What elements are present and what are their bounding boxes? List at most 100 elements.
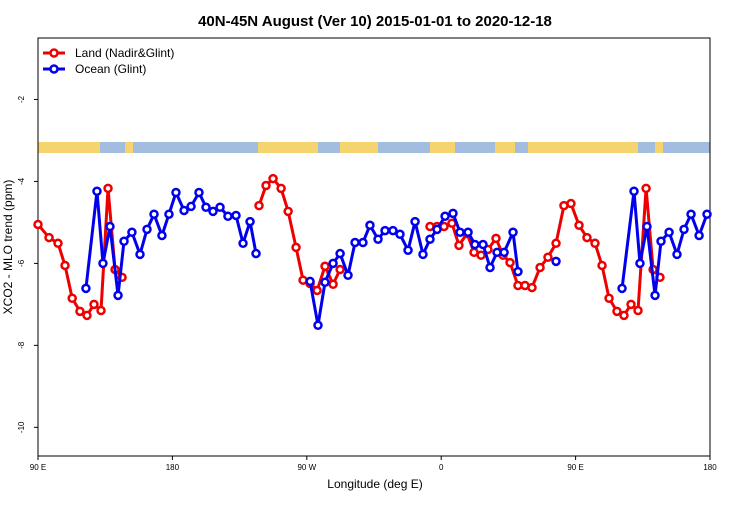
data-point — [82, 310, 92, 321]
data-point — [635, 258, 645, 269]
data-point — [283, 206, 293, 217]
x-tick-label: 90 E — [567, 463, 583, 472]
data-point — [604, 293, 614, 303]
data-point — [92, 186, 102, 197]
data-point — [127, 227, 137, 237]
series-line — [36, 177, 662, 317]
legend-label: Land (Nadir&Glint) — [75, 46, 174, 60]
x-axis-label: Longitude (deg E) — [327, 477, 422, 491]
data-point — [425, 234, 435, 244]
data-point — [629, 186, 639, 197]
x-tick-label: 0 — [439, 463, 444, 472]
data-point — [432, 224, 442, 235]
data-point — [186, 201, 196, 212]
legend-marker — [49, 48, 59, 58]
data-point — [626, 299, 636, 310]
data-point — [149, 209, 159, 219]
data-point — [157, 230, 167, 241]
data-point — [702, 209, 712, 219]
data-point — [365, 220, 375, 231]
data-point — [656, 236, 666, 247]
x-tick-label: 90 W — [297, 463, 316, 472]
legend-marker — [49, 64, 59, 74]
data-point — [619, 310, 629, 321]
data-point — [582, 232, 592, 243]
data-point — [527, 282, 537, 293]
data-point — [96, 305, 106, 316]
data-point — [53, 238, 63, 249]
data-point — [597, 260, 607, 271]
data-point — [328, 279, 338, 290]
data-point — [208, 206, 218, 217]
x-tick-label: 180 — [166, 463, 180, 472]
data-point — [164, 209, 174, 219]
y-tick-label: -6 — [17, 259, 26, 267]
data-point — [612, 306, 622, 317]
data-point — [251, 248, 261, 259]
data-point — [261, 180, 271, 191]
data-point — [418, 249, 428, 260]
data-point — [395, 229, 405, 240]
data-point — [179, 205, 189, 216]
data-point — [44, 232, 54, 243]
data-point — [335, 248, 345, 259]
data-point — [105, 221, 115, 232]
surface-strip — [38, 142, 710, 153]
data-point — [276, 183, 286, 194]
data-point — [350, 237, 360, 248]
data-point — [142, 224, 152, 235]
data-point — [551, 238, 561, 249]
data-point — [119, 236, 129, 247]
data-point — [305, 276, 315, 287]
data-point — [328, 258, 338, 269]
data-point — [485, 262, 495, 273]
data-point — [312, 285, 322, 296]
data-point — [291, 242, 301, 253]
y-tick-label: -2 — [17, 95, 26, 103]
data-point — [320, 261, 330, 272]
data-point — [410, 216, 420, 227]
data-point — [403, 245, 413, 256]
data-point — [194, 187, 204, 198]
data-point — [641, 183, 651, 194]
data-point — [505, 257, 515, 268]
data-point — [113, 290, 123, 301]
data-point — [470, 239, 480, 250]
data-point — [650, 290, 660, 301]
data-point — [33, 219, 43, 230]
data-point — [463, 227, 473, 237]
data-point — [223, 211, 233, 222]
data-point — [566, 198, 576, 209]
data-point — [686, 209, 696, 219]
data-point — [535, 262, 545, 273]
plot-frame — [37, 37, 711, 457]
data-point — [454, 240, 464, 251]
data-point — [81, 283, 91, 294]
data-point — [268, 173, 278, 184]
data-point — [513, 266, 523, 277]
data-point — [617, 283, 627, 294]
data-point — [551, 256, 561, 267]
data-point — [380, 225, 390, 236]
data-point — [373, 234, 383, 244]
y-tick-label: -10 — [17, 421, 26, 433]
data-point — [491, 233, 501, 244]
data-point — [476, 250, 486, 260]
data-point — [664, 227, 674, 237]
data-point — [508, 227, 518, 237]
data-point — [238, 238, 248, 249]
y-tick-label: -4 — [17, 177, 26, 185]
data-point — [590, 238, 600, 249]
data-point — [245, 216, 255, 227]
data-point — [679, 224, 689, 235]
data-point — [75, 306, 85, 317]
data-point — [103, 183, 113, 194]
data-point — [455, 227, 465, 237]
data-point — [320, 277, 330, 287]
data-point — [67, 293, 77, 303]
data-point — [633, 305, 643, 316]
data-point — [388, 225, 398, 236]
data-point — [358, 237, 368, 248]
data-point — [89, 299, 99, 310]
data-point — [448, 208, 458, 219]
